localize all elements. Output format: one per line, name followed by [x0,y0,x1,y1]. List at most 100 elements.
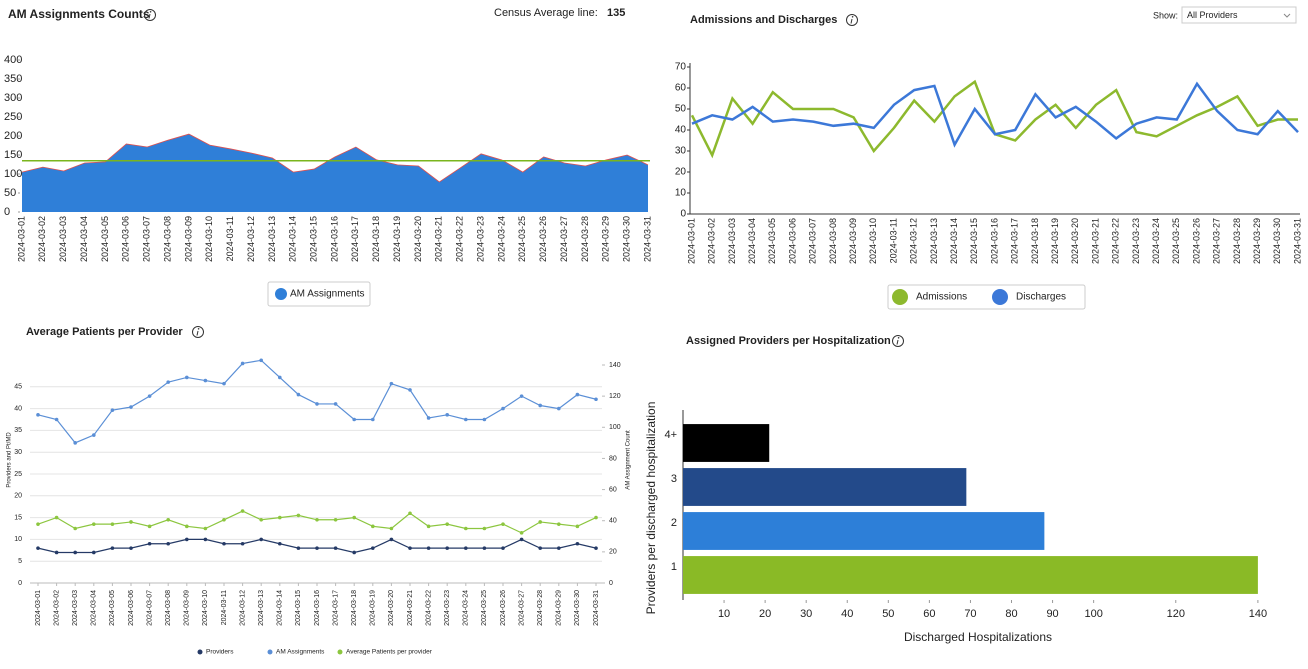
legend-swatch [337,649,343,655]
y-tick-label: 15 [14,514,22,521]
x-tick-label: 2024-03-03 [72,590,79,626]
point [185,524,189,529]
series-line [37,538,597,554]
point [222,541,226,546]
legend-label: Admissions [916,292,967,303]
point [296,546,301,550]
x-tick-label: 2024-03-14 [949,218,959,264]
x-tick-label: 2024-03-31 [1292,218,1302,264]
x-tick-label: 2024-03-28 [537,590,544,626]
x-tick-label: 2024-03-28 [580,216,590,262]
y-tick-label: 100 [4,168,22,180]
x-tick-label: 2024-03-14 [288,216,298,262]
point [203,526,208,531]
provider-dropdown[interactable]: All Providers [1181,6,1297,24]
point [73,550,77,555]
x-tick-label: 2024-03-22 [1111,218,1121,264]
point [147,394,152,398]
y-tick-label: 0 [680,209,686,220]
x-tick-label: 2024-03-23 [444,590,451,626]
point [333,517,338,522]
x-tick-label: 2024-03-02 [53,590,60,626]
x-tick-label: 2024-03-30 [574,590,581,626]
x-tick-label: 2024-03-09 [848,218,858,264]
y-tick-label: 50 [4,187,16,199]
point [426,524,431,529]
legend-label: AM Assignments [290,289,364,300]
census-value: 135 [607,7,625,19]
point [445,413,450,417]
point [519,394,524,398]
x-tick-label: 2024-03-20 [1070,218,1080,264]
legend-swatch [892,289,908,305]
point [240,509,245,513]
x-tick-label: 2024-03-08 [162,216,172,262]
y-tick-label: 50 [675,104,687,115]
point [36,546,40,550]
legend-label: Average Patients per provider [346,649,433,656]
info-icon[interactable] [892,335,904,347]
series-line [691,81,1299,148]
x-tick-label: 2024-03-04 [747,218,757,264]
point [482,546,487,550]
x-tick-label: 2024-03-29 [556,590,563,626]
point [371,546,375,550]
point [594,515,598,520]
x-tick-label: 2024-03-28 [1232,218,1242,264]
dropdown-value[interactable]: All Providers [1187,10,1238,20]
point [408,546,412,550]
x-tick-label: 2024-03-27 [559,216,569,262]
point [352,417,357,422]
chart-title: Admissions and Discharges [690,14,837,26]
y-axis-title: Providers and Pt/MD [7,432,13,488]
point [426,546,431,550]
info-icon[interactable] [144,9,156,21]
x-tick-label: 2024-03-08 [165,590,172,626]
info-icon[interactable] [846,14,858,26]
point [557,546,561,550]
point [259,537,264,542]
x-tick-label: 2024-03-16 [314,590,321,626]
point [166,380,170,384]
x-tick-label: 2024-03-21 [407,590,414,626]
point [54,515,59,520]
x-tick-label: 2024-03-17 [1010,218,1020,264]
x-tick-label: 2024-03-13 [267,216,277,262]
point [426,416,431,420]
x-tick-label: 2024-03-24 [1151,218,1161,264]
x-tick-label: 2024-03-08 [828,218,838,264]
y-tick-label: 300 [4,92,22,104]
point [315,517,319,522]
point [54,550,59,555]
point [129,520,133,524]
point [557,406,561,411]
x-tick-label: 2024-03-20 [388,590,395,626]
x-tick-label: 2024-03-21 [434,216,444,262]
x-tick-label: 2024-03-01 [16,216,26,262]
point [482,526,487,531]
x-tick-label: 2024-03-16 [989,218,999,264]
point [203,378,208,383]
info-icon[interactable] [192,326,204,338]
point [389,381,394,386]
x-tick-label: 2024-03-14 [277,590,284,626]
y-tick-label: 10 [675,188,687,199]
y-tick-label: 40 [675,125,687,136]
point [389,537,394,542]
x-tick-label: 2024-03-21 [1090,218,1100,264]
point [333,546,338,550]
point [222,381,226,386]
x-tick-label: 2024-03-04 [91,590,98,626]
y-tick-label: 35 [14,427,22,434]
y-tick-label: 2 [671,517,677,529]
y2-tick-label: 0 [609,580,613,587]
x-tick-label: 2024-03-07 [146,590,153,626]
point [575,392,580,397]
point [36,522,40,526]
point [371,524,375,529]
y-tick-label: 30 [14,449,22,456]
y-tick-label: 400 [4,54,22,66]
series-line [690,79,1298,159]
x-tick-label: 2024-03-04 [79,216,89,262]
